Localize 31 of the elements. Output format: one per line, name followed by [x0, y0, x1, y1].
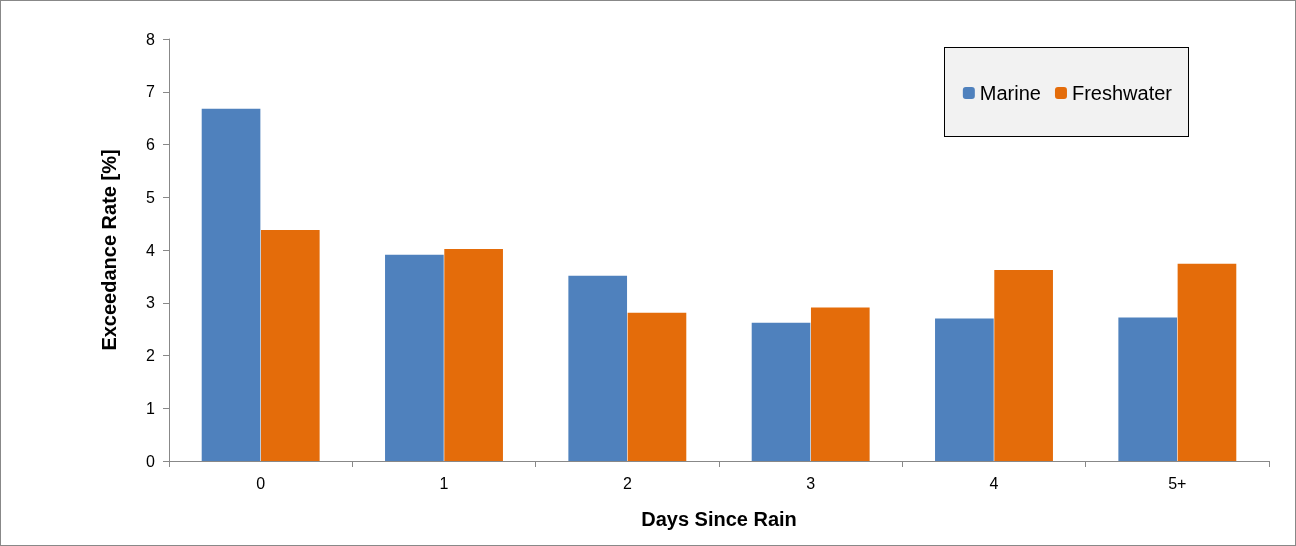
bar: [751, 322, 811, 461]
y-tick-label: 2: [146, 347, 156, 364]
y-tick-label: 4: [146, 241, 156, 259]
bar: [260, 229, 320, 461]
x-tick-label: 4: [989, 474, 999, 492]
y-tick-label: 5: [146, 188, 156, 206]
x-axis-title: Days Since Rain: [641, 508, 797, 530]
y-axis-title: Exceedance Rate [%]: [98, 149, 120, 351]
bar: [810, 307, 870, 461]
bar: [201, 108, 261, 461]
legend-label: Freshwater: [1071, 82, 1173, 104]
x-tick-label: 3: [806, 474, 816, 492]
y-tick-label: 7: [146, 83, 156, 101]
y-tick-label: 0: [146, 452, 156, 470]
bar: [994, 270, 1053, 461]
y-tick-label: 8: [146, 30, 156, 48]
bar: [385, 254, 444, 461]
bar: [1118, 317, 1178, 461]
bar: [444, 248, 503, 461]
y-tick-label: 6: [146, 136, 156, 153]
x-tick-label: 0: [256, 474, 266, 492]
x-tick-label: 5+: [1168, 474, 1187, 492]
bar: [935, 318, 994, 461]
x-tick-label: 2: [622, 474, 632, 492]
bar: [627, 312, 687, 461]
legend-label: Marine: [979, 82, 1041, 104]
y-tick-label: 3: [146, 294, 156, 312]
x-tick-label: 1: [439, 474, 449, 492]
bar: [568, 275, 628, 461]
y-tick-label: 1: [146, 399, 156, 417]
bar: [1177, 263, 1237, 461]
